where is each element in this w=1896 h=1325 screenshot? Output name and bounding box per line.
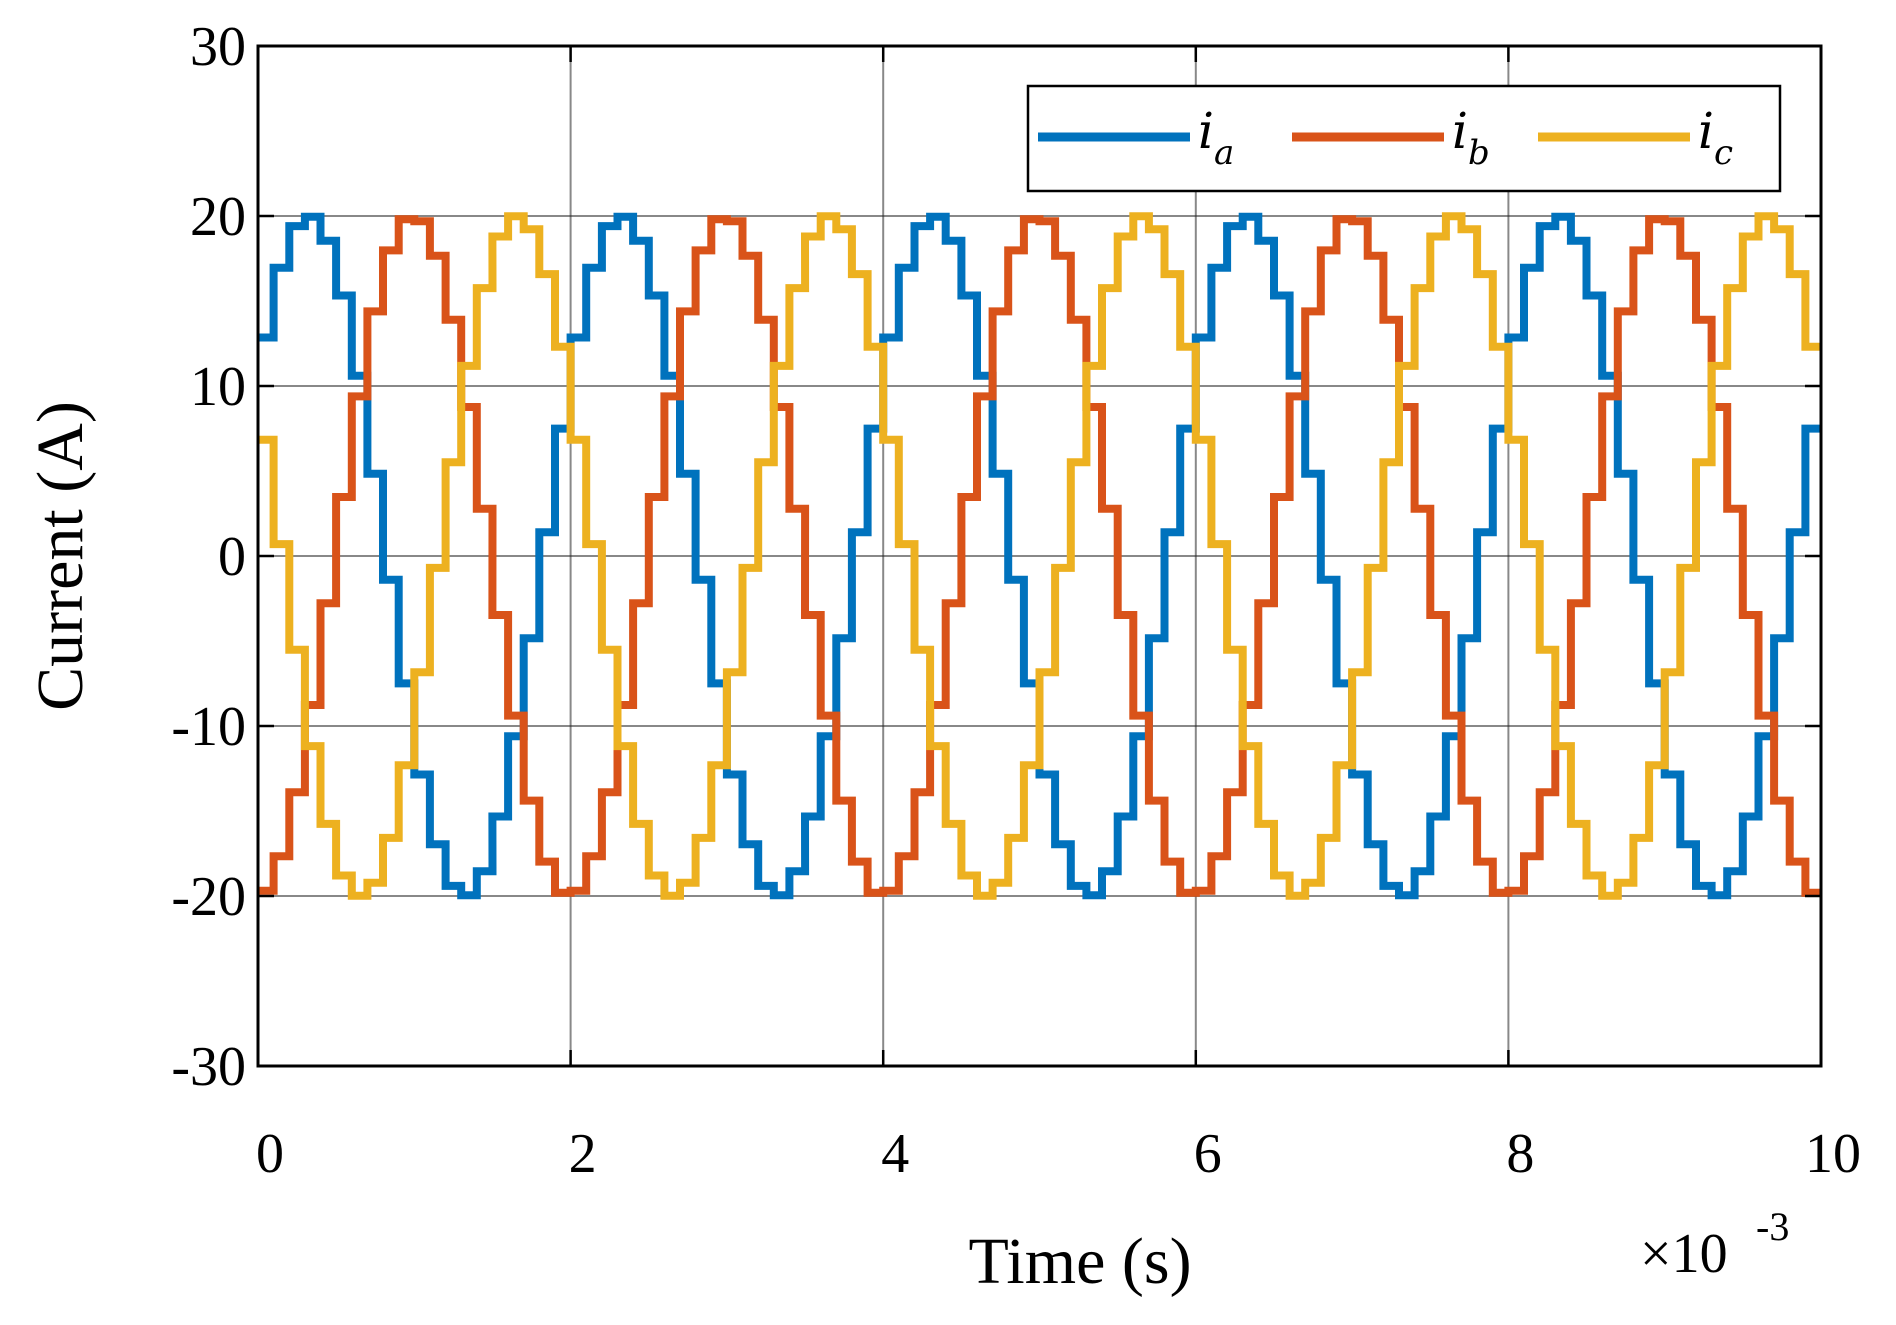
- x-tick-label: 8: [1506, 1123, 1534, 1185]
- y-tick-label: 30: [190, 16, 246, 78]
- y-tick-label: 10: [190, 356, 246, 418]
- x-axis-multiplier: ×10 -3: [1640, 1204, 1789, 1285]
- y-tick-label: 20: [190, 186, 246, 248]
- y-axis-title: Current (A): [24, 401, 97, 711]
- x-tick-label: 4: [881, 1123, 909, 1185]
- x-tick-labels: 0 2 4 6 8 10: [256, 1123, 1861, 1185]
- series-lines: [258, 212, 1821, 900]
- x-axis-title: Time (s): [968, 1225, 1191, 1298]
- y-tick-label: 0: [218, 526, 246, 588]
- legend: ia ib ic: [1026, 84, 1782, 193]
- x-axis-multiplier-base: ×10: [1640, 1223, 1728, 1285]
- x-tick-label: 0: [256, 1123, 284, 1185]
- y-tick-labels: 30 20 10 0 -10 -20 -30: [171, 16, 246, 1098]
- x-tick-label: 10: [1805, 1123, 1861, 1185]
- y-tick-label: -30: [171, 1036, 246, 1098]
- x-axis-multiplier-exponent: -3: [1756, 1204, 1789, 1249]
- series-line-ic: [258, 212, 1821, 900]
- y-tick-label: -10: [171, 696, 246, 758]
- axis-ticks: [256, 44, 1823, 1068]
- x-tick-label: 2: [569, 1123, 597, 1185]
- x-tick-label: 6: [1194, 1123, 1222, 1185]
- y-tick-label: -20: [171, 866, 246, 928]
